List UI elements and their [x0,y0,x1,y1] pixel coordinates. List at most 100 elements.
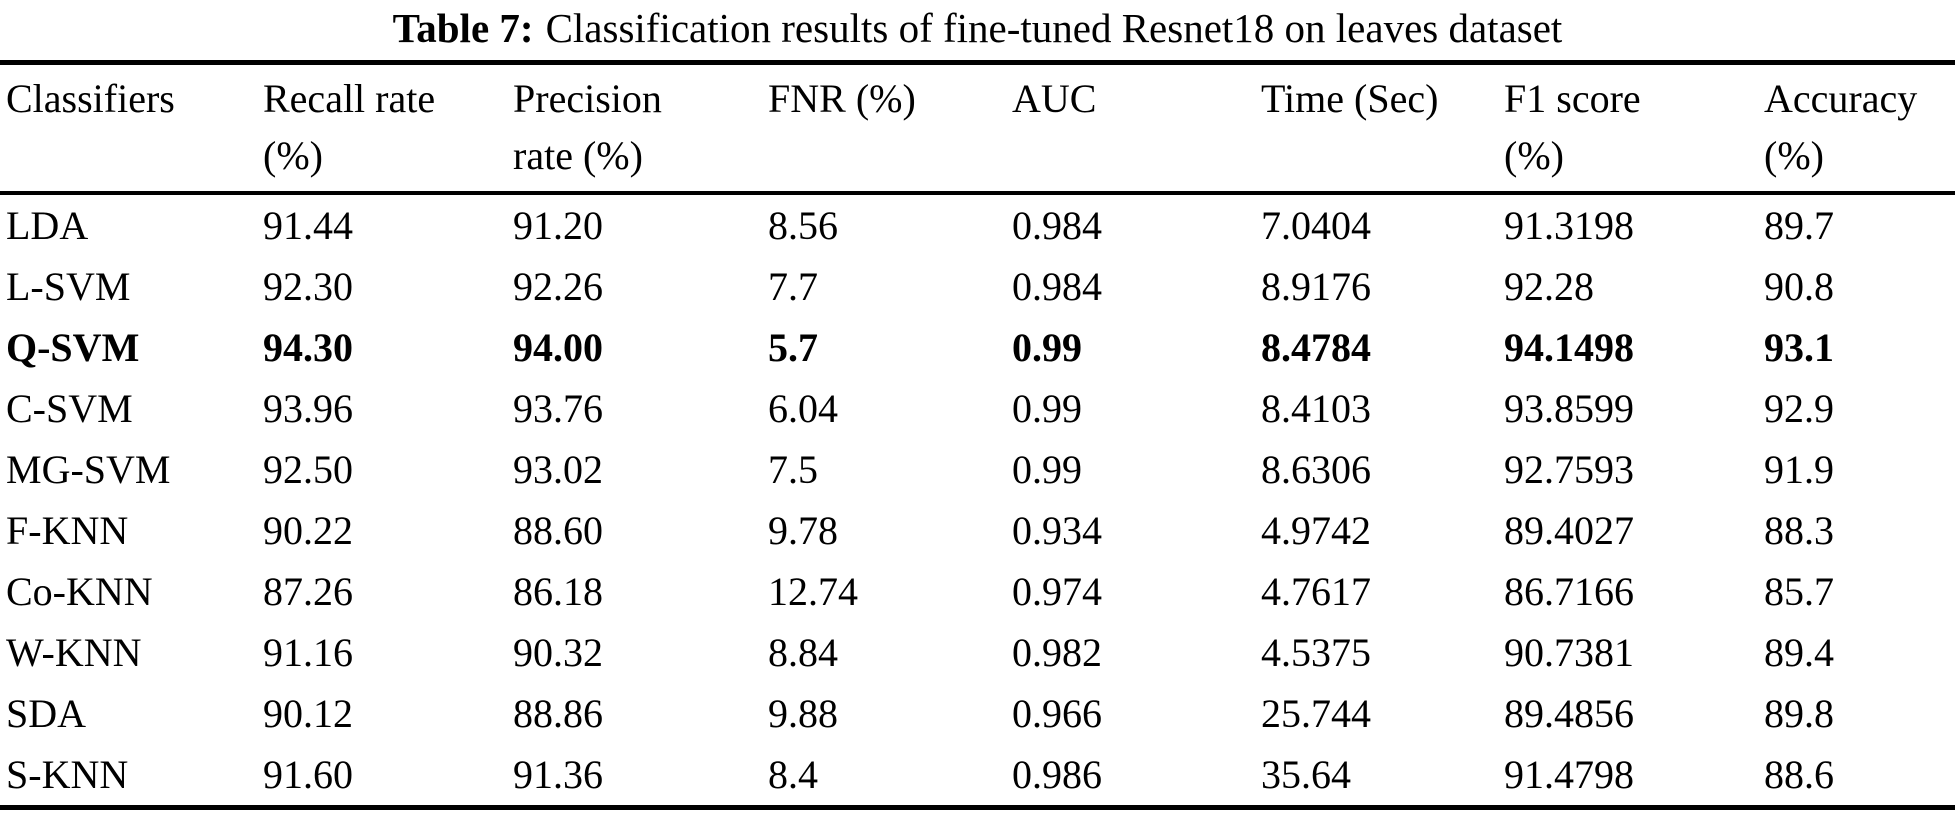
value-cell: 0.986 [1012,752,1102,797]
col-header-line1: Recall rate [263,76,436,121]
value-cell: 92.7593 [1504,447,1634,492]
col-header-line2: rate (%) [513,133,643,178]
col-header-time: Time (Sec) [1255,62,1498,195]
table-row: SDA 90.12 88.86 9.88 0.966 25.744 89.4856 89.8 [0,683,1955,744]
value-cell: 93.02 [513,447,603,492]
col-header-accuracy: Accuracy (%) [1758,62,1955,195]
table-row: S-KNN 91.60 91.36 8.4 0.986 35.64 91.4798 88.6 [0,744,1955,808]
table-row: Co-KNN 87.26 86.18 12.74 0.974 4.7617 86.7166 8… [0,561,1955,622]
value-cell: 4.9742 [1261,508,1371,553]
col-header-line1: AUC [1012,76,1097,121]
value-cell: 92.50 [263,447,353,492]
value-cell: 8.6306 [1261,447,1371,492]
table-caption-title: Classification results of fine-tuned Res… [545,5,1563,51]
value-cell: 8.4 [768,752,818,797]
col-header-line1: Accuracy [1764,76,1918,121]
value-cell: 0.99 [1012,325,1082,370]
table-row: C-SVM 93.96 93.76 6.04 0.99 8.4103 93.8599 92.9 [0,378,1955,439]
value-cell: 91.20 [513,203,603,248]
col-header-line2: (%) [1764,133,1824,178]
value-cell: 94.1498 [1504,325,1634,370]
value-cell: 89.4856 [1504,691,1634,736]
value-cell: 90.32 [513,630,603,675]
classifier-name-cell: S-KNN [6,752,129,797]
col-header-recall-rate: Recall rate (%) [257,62,507,195]
classifier-name-cell: W-KNN [6,630,142,675]
classifier-name-cell: L-SVM [6,264,131,309]
col-header-auc: AUC [1006,62,1255,195]
value-cell: 91.3198 [1504,203,1634,248]
value-cell: 93.96 [263,386,353,431]
classifier-name-cell: MG-SVM [6,447,171,492]
value-cell: 91.9 [1764,447,1834,492]
value-cell: 35.64 [1261,752,1351,797]
classifier-name-cell: LDA [6,203,89,248]
table-row: Q-SVM 94.30 94.00 5.7 0.99 8.4784 94.1498 93.1 [0,317,1955,378]
table-row: W-KNN 91.16 90.32 8.84 0.982 4.5375 90.7381 89.… [0,622,1955,683]
value-cell: 0.984 [1012,203,1102,248]
value-cell: 0.984 [1012,264,1102,309]
value-cell: 9.88 [768,691,838,736]
col-header-f1-score: F1 score (%) [1498,62,1758,195]
classifier-name-cell: Co-KNN [6,569,153,614]
value-cell: 90.8 [1764,264,1834,309]
value-cell: 93.1 [1764,325,1834,370]
value-cell: 93.8599 [1504,386,1634,431]
value-cell: 12.74 [768,569,858,614]
value-cell: 0.982 [1012,630,1102,675]
value-cell: 0.934 [1012,508,1102,553]
value-cell: 91.4798 [1504,752,1634,797]
table-row: MG-SVM 92.50 93.02 7.5 0.99 8.6306 92.7593 91.9 [0,439,1955,500]
value-cell: 86.7166 [1504,569,1634,614]
value-cell: 91.60 [263,752,353,797]
value-cell: 7.0404 [1261,203,1371,248]
table-row: F-KNN 90.22 88.60 9.78 0.934 4.9742 89.4027 88.… [0,500,1955,561]
table-row: L-SVM 92.30 92.26 7.7 0.984 8.9176 92.28 90.8 [0,256,1955,317]
value-cell: 0.99 [1012,386,1082,431]
value-cell: 88.86 [513,691,603,736]
classifier-name-cell: C-SVM [6,386,133,431]
col-header-line1: F1 score [1504,76,1641,121]
value-cell: 8.84 [768,630,838,675]
classifier-name-cell: SDA [6,691,87,736]
value-cell: 25.744 [1261,691,1371,736]
value-cell: 0.966 [1012,691,1102,736]
header-row: Classifiers Recall rate (%) Precision ra… [0,62,1955,195]
col-header-fnr: FNR (%) [762,62,1006,195]
value-cell: 86.18 [513,569,603,614]
value-cell: 0.974 [1012,569,1102,614]
value-cell: 90.22 [263,508,353,553]
value-cell: 89.4027 [1504,508,1634,553]
value-cell: 8.9176 [1261,264,1371,309]
value-cell: 92.28 [1504,264,1594,309]
classifier-name-cell: F-KNN [6,508,129,553]
table-body: LDA 91.44 91.20 8.56 0.984 7.0404 91.3198 89.7 L… [0,193,1955,808]
value-cell: 88.3 [1764,508,1834,553]
col-header-line2: (%) [263,133,323,178]
value-cell: 89.7 [1764,203,1834,248]
col-header-classifiers: Classifiers [0,62,257,195]
value-cell: 89.4 [1764,630,1834,675]
value-cell: 91.44 [263,203,353,248]
table-caption-label: Table 7: [392,5,534,51]
table-row: LDA 91.44 91.20 8.56 0.984 7.0404 91.3198 89.7 [0,193,1955,256]
col-header-line1: FNR (%) [768,76,916,121]
value-cell: 89.8 [1764,691,1834,736]
classification-results-table: Classifiers Recall rate (%) Precision ra… [0,60,1955,810]
table-header: Classifiers Recall rate (%) Precision ra… [0,62,1955,195]
col-header-line1: Time (Sec) [1261,76,1439,121]
value-cell: 8.4784 [1261,325,1371,370]
value-cell: 7.7 [768,264,818,309]
value-cell: 7.5 [768,447,818,492]
value-cell: 9.78 [768,508,838,553]
col-header-precision-rate: Precision rate (%) [507,62,762,195]
value-cell: 0.99 [1012,447,1082,492]
value-cell: 92.26 [513,264,603,309]
value-cell: 8.4103 [1261,386,1371,431]
col-header-line1: Precision [513,76,662,121]
value-cell: 93.76 [513,386,603,431]
value-cell: 94.30 [263,325,353,370]
table-caption: Table 7: Classification results of fine-t… [0,0,1955,58]
value-cell: 87.26 [263,569,353,614]
value-cell: 5.7 [768,325,818,370]
